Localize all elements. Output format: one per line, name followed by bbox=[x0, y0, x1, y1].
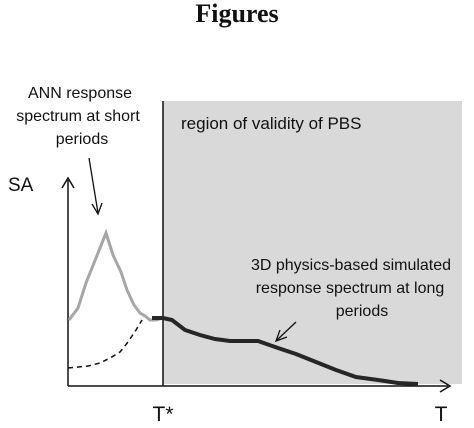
y-axis-label: SA bbox=[8, 175, 34, 196]
pbs-annotation: 3D physics-based simulated response spec… bbox=[251, 257, 451, 343]
tstar-label: T* bbox=[153, 403, 174, 426]
ann-label-line-1: ANN response bbox=[28, 85, 132, 102]
ann-label-line-3: periods bbox=[56, 131, 108, 148]
pbs-validity-region bbox=[163, 101, 462, 384]
pbs-long-period-curve bbox=[152, 316, 419, 386]
region-label: region of validity of PBS bbox=[181, 114, 361, 133]
ann-short-period-curve bbox=[67, 228, 164, 322]
ann-arrow-shaft bbox=[88, 157, 99, 214]
dashed-continuation-curve bbox=[67, 319, 143, 369]
y-axis-arrowhead bbox=[61, 176, 75, 189]
ann-arrow-head bbox=[91, 202, 103, 216]
pbs-label-line-3: periods bbox=[336, 303, 388, 320]
pbs-label-line-1: 3D physics-based simulated bbox=[251, 257, 451, 274]
pbs-arrow-head bbox=[274, 329, 288, 343]
x-axis-arrowhead bbox=[439, 379, 452, 393]
pbs-arrow-shaft bbox=[276, 321, 297, 341]
x-axis-label: T bbox=[435, 403, 448, 426]
axes bbox=[61, 101, 452, 393]
ann-annotation: ANN response spectrum at short periods bbox=[16, 85, 140, 216]
figure-heading: Figures bbox=[195, 0, 278, 28]
ann-label-line-2: spectrum at short bbox=[16, 108, 140, 125]
pbs-label-line-2: response spectrum at long bbox=[256, 280, 445, 297]
